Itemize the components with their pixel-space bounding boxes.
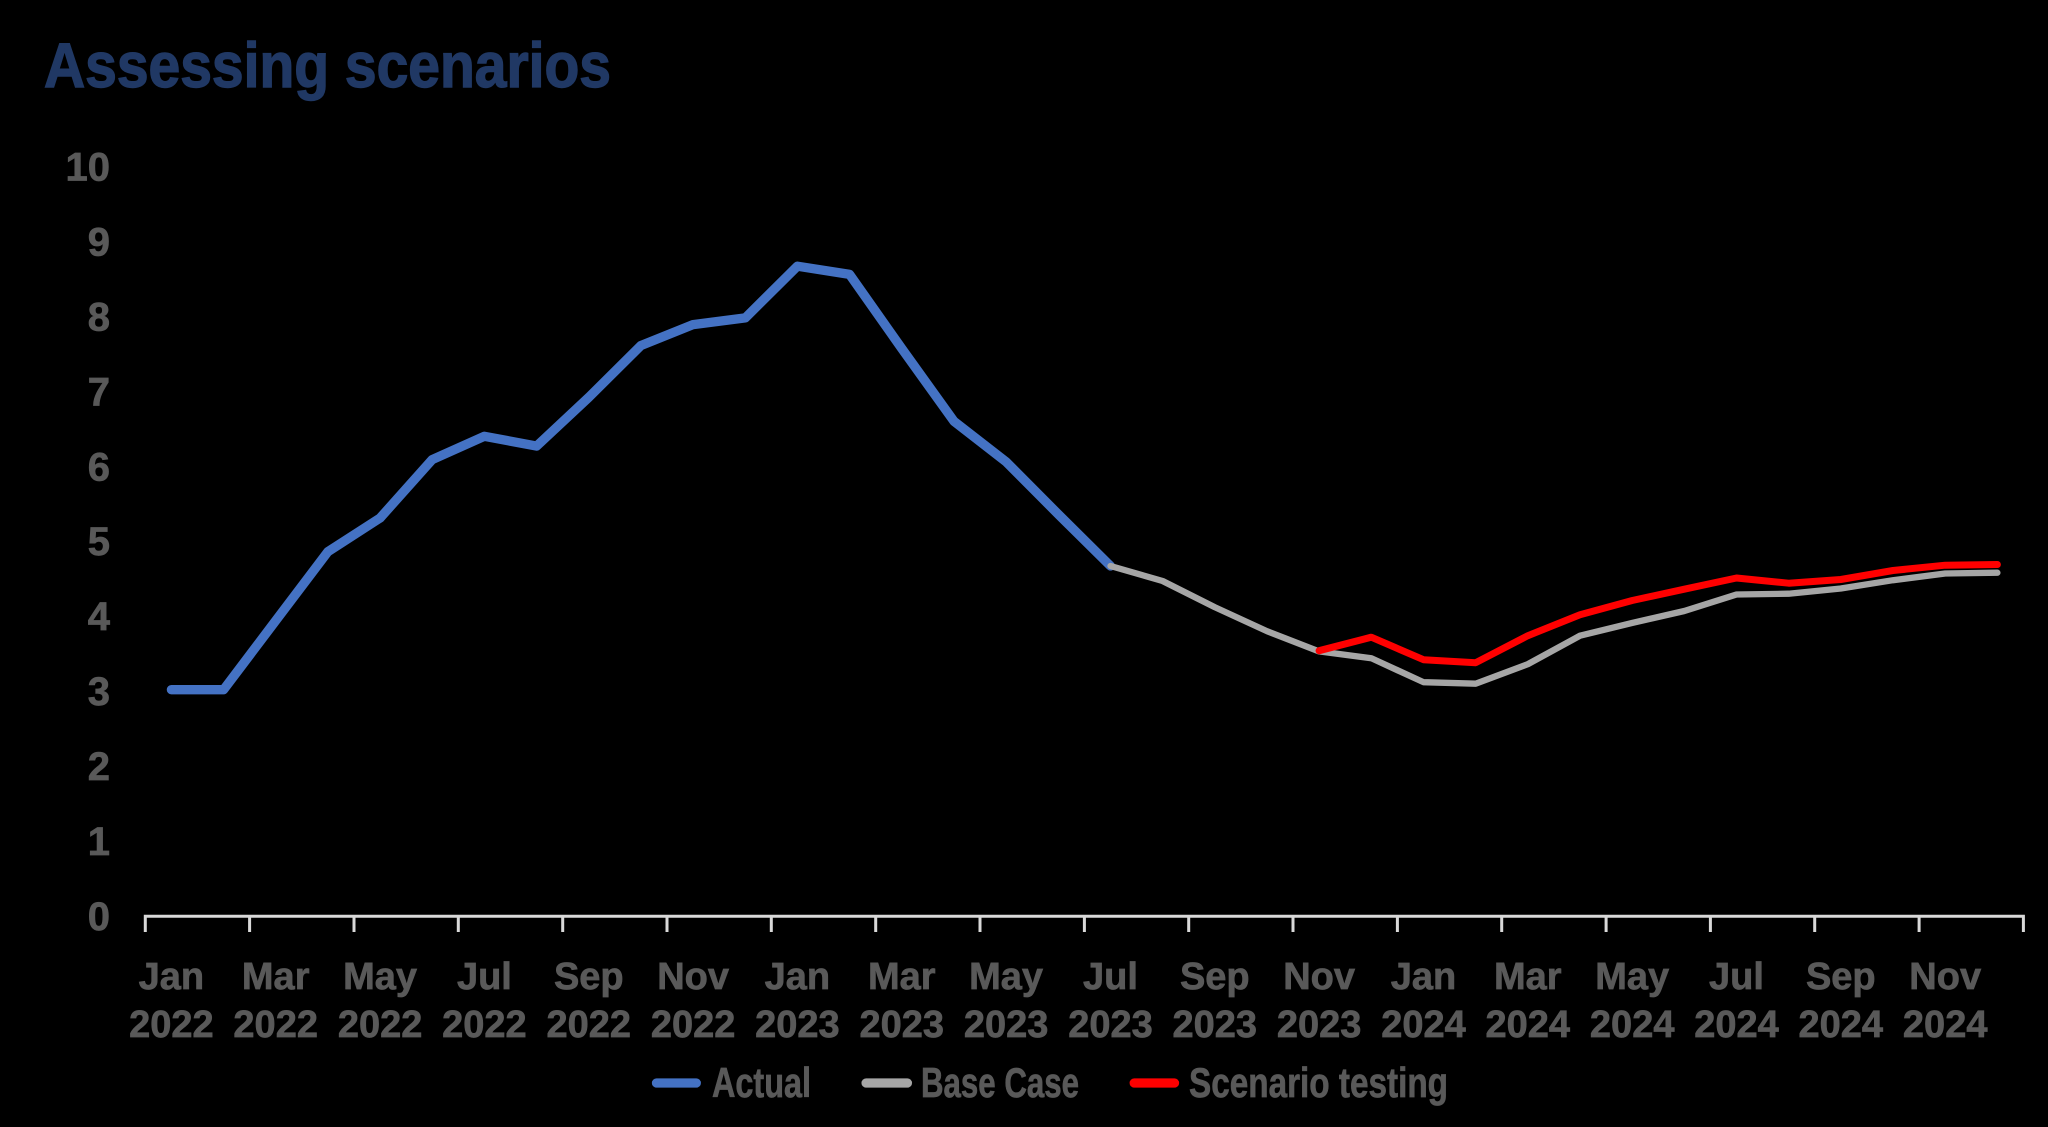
- svg-text:3: 3: [88, 670, 110, 714]
- svg-text:0: 0: [88, 895, 110, 939]
- svg-text:4: 4: [88, 595, 111, 639]
- svg-text:2: 2: [88, 745, 110, 789]
- svg-text:Scenario testing: Scenario testing: [1189, 1059, 1448, 1106]
- svg-text:7: 7: [88, 370, 110, 414]
- svg-text:8: 8: [88, 295, 110, 339]
- svg-text:9: 9: [88, 220, 110, 264]
- svg-text:Base Case: Base Case: [921, 1059, 1079, 1106]
- svg-text:1: 1: [88, 820, 110, 864]
- svg-text:6: 6: [88, 445, 110, 489]
- svg-text:10: 10: [66, 146, 111, 190]
- svg-text:Assessing scenarios: Assessing scenarios: [44, 31, 611, 101]
- svg-text:5: 5: [88, 520, 110, 564]
- svg-text:Actual: Actual: [712, 1059, 811, 1106]
